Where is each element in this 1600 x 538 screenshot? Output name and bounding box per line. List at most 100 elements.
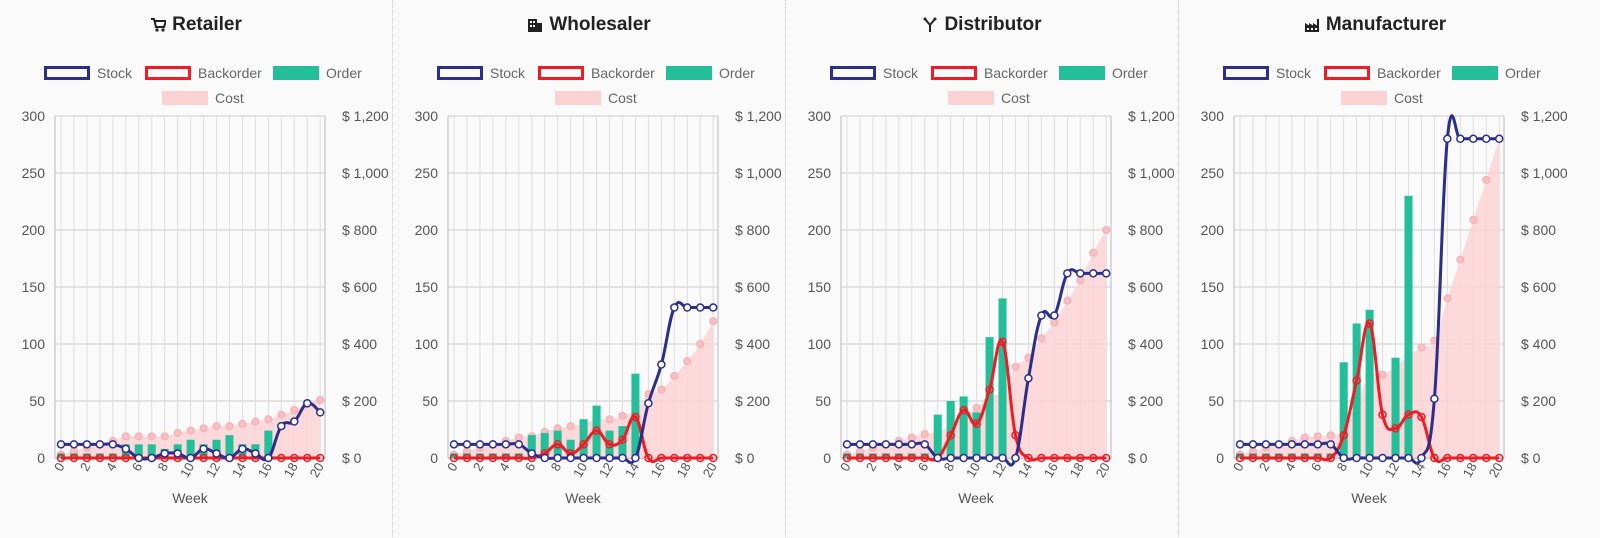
stock-point[interactable]: [683, 303, 692, 312]
order-bar[interactable]: [894, 453, 903, 458]
backorder-point[interactable]: [1076, 453, 1085, 463]
backorder-point[interactable]: [302, 453, 312, 463]
backorder-point[interactable]: [695, 453, 705, 463]
cost-point[interactable]: [1102, 226, 1111, 234]
legend-item-stock[interactable]: Stock: [830, 65, 920, 81]
stock-point[interactable]: [959, 453, 968, 463]
backorder-point[interactable]: [881, 453, 891, 463]
cost-point[interactable]: [1011, 362, 1020, 371]
order-bar[interactable]: [1274, 453, 1283, 458]
legend-item-cost[interactable]: Cost: [1341, 90, 1423, 106]
backorder-point[interactable]: [670, 453, 679, 463]
cost-point[interactable]: [199, 424, 208, 433]
stock-point[interactable]: [186, 453, 195, 463]
cost-point[interactable]: [907, 433, 916, 442]
cost-point[interactable]: [1076, 276, 1085, 285]
stock-point[interactable]: [1063, 269, 1072, 278]
legend-item-backorder[interactable]: Backorder: [931, 65, 1049, 81]
cost-point[interactable]: [1417, 343, 1426, 352]
stock-point[interactable]: [998, 453, 1007, 463]
stock-point[interactable]: [985, 453, 994, 463]
cost-point[interactable]: [147, 432, 156, 441]
cost-point[interactable]: [251, 417, 260, 426]
backorder-point[interactable]: [631, 412, 640, 422]
cost-point[interactable]: [514, 433, 523, 442]
backorder-point[interactable]: [1261, 453, 1271, 463]
stock-point[interactable]: [475, 440, 485, 449]
order-bar[interactable]: [1261, 453, 1270, 458]
backorder-point[interactable]: [488, 453, 498, 463]
cost-point[interactable]: [566, 422, 575, 431]
backorder-point[interactable]: [855, 453, 865, 463]
legend-item-backorder[interactable]: Backorder: [538, 65, 656, 81]
backorder-point[interactable]: [842, 453, 852, 463]
backorder-point[interactable]: [959, 405, 968, 415]
cost-point[interactable]: [1326, 431, 1335, 440]
backorder-point[interactable]: [1063, 453, 1072, 463]
legend-item-cost[interactable]: Cost: [948, 90, 1030, 106]
stock-point[interactable]: [644, 399, 653, 408]
stock-point[interactable]: [540, 453, 549, 463]
stock-point[interactable]: [708, 303, 718, 312]
stock-point[interactable]: [1404, 453, 1413, 463]
backorder-point[interactable]: [108, 453, 118, 463]
stock-point[interactable]: [1494, 134, 1504, 144]
order-bar[interactable]: [69, 453, 78, 458]
legend[interactable]: Stock Backorder Order Cost: [437, 65, 756, 106]
backorder-point[interactable]: [475, 453, 485, 463]
stock-point[interactable]: [553, 453, 562, 463]
legend-item-order[interactable]: Order: [1059, 65, 1148, 81]
stock-point[interactable]: [277, 421, 286, 431]
cost-point[interactable]: [212, 422, 221, 431]
stock-point[interactable]: [290, 417, 299, 426]
backorder-point[interactable]: [998, 337, 1007, 346]
cost-point[interactable]: [290, 406, 299, 415]
backorder-point[interactable]: [708, 453, 718, 463]
stock-point[interactable]: [1469, 134, 1478, 144]
stock-point[interactable]: [1391, 453, 1400, 463]
backorder-point[interactable]: [1101, 453, 1111, 463]
stock-point[interactable]: [173, 449, 182, 458]
backorder-point[interactable]: [121, 453, 131, 463]
backorder-point[interactable]: [592, 426, 601, 435]
stock-point[interactable]: [933, 453, 942, 463]
stock-point[interactable]: [1443, 134, 1452, 144]
backorder-point[interactable]: [1235, 453, 1245, 463]
stock-point[interactable]: [1248, 440, 1258, 449]
order-bar[interactable]: [475, 453, 484, 458]
order-bar[interactable]: [95, 453, 104, 458]
cost-point[interactable]: [670, 371, 679, 380]
cost-point[interactable]: [160, 432, 169, 441]
backorder-point[interactable]: [1037, 453, 1046, 463]
order-bar[interactable]: [1391, 357, 1400, 458]
order-bar[interactable]: [82, 453, 91, 458]
order-bar[interactable]: [579, 419, 588, 458]
backorder-point[interactable]: [514, 453, 524, 463]
order-bar[interactable]: [868, 453, 877, 458]
stock-point[interactable]: [855, 440, 865, 449]
order-bar[interactable]: [1313, 453, 1322, 458]
backorder-point[interactable]: [683, 453, 692, 463]
cost-point[interactable]: [1469, 215, 1478, 224]
legend-item-cost[interactable]: Cost: [162, 90, 244, 106]
stock-point[interactable]: [1378, 453, 1387, 463]
stock-point[interactable]: [592, 453, 601, 463]
order-bar[interactable]: [449, 453, 459, 458]
stock-point[interactable]: [527, 449, 537, 458]
stock-point[interactable]: [1050, 311, 1059, 320]
backorder-point[interactable]: [1469, 453, 1478, 463]
order-bar[interactable]: [1365, 309, 1374, 458]
cost-point[interactable]: [972, 403, 981, 412]
backorder-point[interactable]: [972, 419, 981, 429]
cost-point[interactable]: [1089, 248, 1098, 257]
stock-point[interactable]: [238, 444, 247, 454]
stock-point[interactable]: [1417, 453, 1426, 463]
stock-point[interactable]: [1481, 134, 1491, 144]
stock-point[interactable]: [225, 453, 234, 463]
backorder-point[interactable]: [1326, 453, 1335, 463]
backorder-point[interactable]: [277, 453, 286, 463]
order-bar[interactable]: [1248, 453, 1257, 458]
order-bar[interactable]: [540, 432, 549, 458]
legend-item-stock[interactable]: Stock: [44, 65, 134, 81]
stock-point[interactable]: [315, 408, 325, 417]
